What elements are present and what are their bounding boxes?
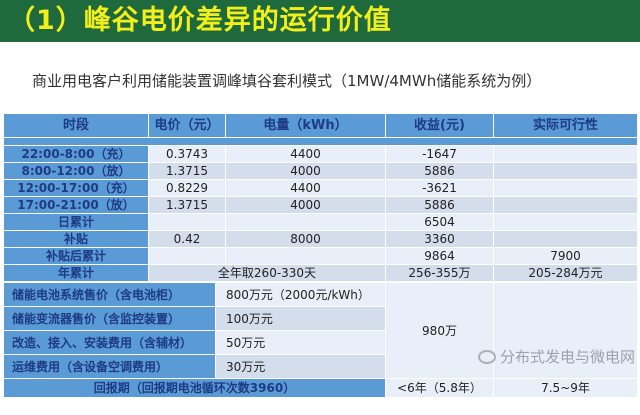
annual-row: 年累计 全年取260-330天 256-355万 205-284万元 (3, 264, 638, 282)
cost-value: 30万元 (215, 354, 386, 379)
row-label: 补贴后累计 (3, 247, 149, 265)
slide-title: （1）峰谷电价差异的运行价值 (0, 0, 640, 42)
table-cell: 9864 (385, 247, 494, 265)
table-row: 8:00-12:00（放） 1.3715 4000 5886 (3, 162, 638, 180)
table-cell: -1647 (385, 145, 494, 163)
table-cell: 1.3715 (148, 196, 226, 214)
cost-label: 储能电池系统售价（含电池柜） (3, 282, 216, 307)
header-cell: 实际可行性 (493, 113, 638, 138)
table-cell: 4400 (225, 179, 386, 197)
payback-feasible: 7.5~9年 (493, 378, 638, 398)
table-cell: 6504 (385, 213, 494, 231)
table-cell (148, 247, 226, 265)
table-cell: 5886 (385, 162, 494, 180)
header-cell: 电价（元） (148, 113, 226, 138)
annual-label: 年累计 (3, 264, 149, 282)
table-cell (493, 179, 638, 197)
cost-row: 储能电池系统售价（含电池柜） 800万元（2000元/kWh） 980万 (3, 282, 638, 379)
revenue-table: 时段 电价（元） 电量（kWh） 收益(元) 实际可行性 22:00-8:00（… (3, 113, 638, 282)
cost-label: 运维费用（含设备空调费用） (3, 354, 216, 379)
row-label: 12:00-17:00（充） (3, 179, 149, 197)
table-cell (148, 213, 226, 231)
table-cell: 7900 (493, 247, 638, 265)
table-cell: 0.8229 (148, 179, 226, 197)
cost-row: 运维费用（含设备空调费用） 30万元 (3, 354, 638, 379)
cost-row: 改造、接入、安装费用（含辅材） 50万元 (3, 330, 638, 355)
cost-value: 50万元 (215, 330, 386, 355)
cost-value: 100万元 (215, 306, 386, 331)
payback-value: <6年（5.8年） (385, 378, 494, 398)
annual-days: 全年取260-330天 (148, 264, 386, 282)
table-cell (493, 145, 638, 163)
total-cost: 980万 (385, 282, 494, 379)
table-cell (493, 196, 638, 214)
watermark-text: 分布式发电与微电网 (500, 348, 636, 366)
watermark: 分布式发电与微电网 (478, 346, 635, 367)
cost-label: 改造、接入、安装费用（含辅材） (3, 330, 216, 355)
annual-income: 256-355万 (385, 264, 494, 282)
table-cell: 5886 (385, 196, 494, 214)
table-row: 17:00-21:00（放） 1.3715 4000 5886 (3, 196, 638, 214)
row-label: 17:00-21:00（放） (3, 196, 149, 214)
payback-row: 回报期（回报期电池循环次数3960） <6年（5.8年） 7.5~9年 (3, 378, 638, 398)
spacer-row (3, 137, 638, 146)
table-cell: 4400 (225, 145, 386, 163)
table-cell: 3360 (385, 230, 494, 248)
table-cell: 0.42 (148, 230, 226, 248)
cost-row: 储能变流器售价（含监控装置） 100万元 (3, 306, 638, 331)
table-cell: 1.3715 (148, 162, 226, 180)
table-cell: 4000 (225, 196, 386, 214)
row-label: 8:00-12:00（放） (3, 162, 149, 180)
wechat-icon (478, 349, 496, 364)
table-row: 补贴 0.42 8000 3360 (3, 230, 638, 248)
table-area: 时段 电价（元） 电量（kWh） 收益(元) 实际可行性 22:00-8:00（… (3, 113, 638, 398)
table-cell (225, 213, 386, 231)
table-row: 日累计 6504 (3, 213, 638, 231)
table-row: 12:00-17:00（充） 0.8229 4400 -3621 (3, 179, 638, 197)
row-label: 日累计 (3, 213, 149, 231)
annual-feasible: 205-284万元 (493, 264, 638, 282)
header-cell: 电量（kWh） (225, 113, 386, 138)
table-cell (493, 230, 638, 248)
cost-value: 800万元（2000元/kWh） (215, 282, 386, 307)
table-cell (493, 162, 638, 180)
cost-table: 储能电池系统售价（含电池柜） 800万元（2000元/kWh） 980万 储能变… (3, 282, 638, 398)
table-cell (225, 247, 386, 265)
header-row: 时段 电价（元） 电量（kWh） 收益(元) 实际可行性 (3, 113, 638, 138)
row-label: 22:00-8:00（充） (3, 145, 149, 163)
table-cell: 8000 (225, 230, 386, 248)
table-cell: 0.3743 (148, 145, 226, 163)
cost-label: 储能变流器售价（含监控装置） (3, 306, 216, 331)
table-row: 补贴后累计 9864 7900 (3, 247, 638, 265)
slide-subtitle: 商业用电客户利用储能装置调峰填谷套利模式（1MW/4MWh储能系统为例） (32, 72, 542, 90)
header-cell: 时段 (3, 113, 149, 138)
row-label: 补贴 (3, 230, 149, 248)
table-cell: 4000 (225, 162, 386, 180)
payback-label: 回报期（回报期电池循环次数3960） (3, 378, 386, 398)
table-cell (493, 213, 638, 231)
table-cell: -3621 (385, 179, 494, 197)
header-cell: 收益(元) (385, 113, 494, 138)
table-row: 22:00-8:00（充） 0.3743 4400 -1647 (3, 145, 638, 163)
